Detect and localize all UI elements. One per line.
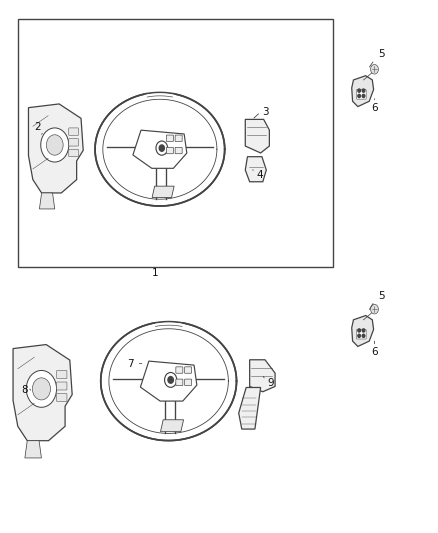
FancyBboxPatch shape: [57, 393, 67, 401]
Circle shape: [358, 329, 360, 332]
Polygon shape: [239, 387, 261, 429]
Polygon shape: [152, 186, 174, 198]
Bar: [18, 19, 333, 266]
Text: 6: 6: [371, 103, 378, 112]
Polygon shape: [250, 360, 275, 392]
Text: 9: 9: [267, 378, 274, 387]
Circle shape: [46, 135, 63, 155]
Circle shape: [358, 334, 360, 337]
FancyBboxPatch shape: [57, 382, 67, 390]
Text: 5: 5: [378, 50, 385, 59]
FancyBboxPatch shape: [184, 367, 191, 373]
Polygon shape: [13, 344, 72, 441]
FancyBboxPatch shape: [176, 367, 183, 373]
Text: 4: 4: [256, 170, 263, 180]
FancyBboxPatch shape: [166, 147, 173, 154]
Circle shape: [362, 334, 365, 337]
Circle shape: [159, 145, 164, 151]
Circle shape: [362, 94, 365, 98]
FancyBboxPatch shape: [176, 379, 183, 385]
FancyBboxPatch shape: [57, 370, 67, 378]
Circle shape: [32, 378, 50, 400]
Circle shape: [371, 64, 378, 74]
Circle shape: [358, 94, 360, 98]
Polygon shape: [352, 76, 374, 107]
Polygon shape: [133, 130, 187, 168]
FancyBboxPatch shape: [175, 147, 182, 154]
Polygon shape: [25, 441, 42, 458]
Circle shape: [358, 89, 360, 92]
Polygon shape: [245, 119, 269, 153]
Text: 8: 8: [21, 385, 28, 395]
Circle shape: [371, 304, 378, 314]
Polygon shape: [39, 193, 55, 209]
Circle shape: [165, 373, 177, 387]
Polygon shape: [141, 361, 197, 401]
Circle shape: [362, 89, 365, 92]
Polygon shape: [28, 104, 83, 193]
Polygon shape: [352, 316, 374, 346]
Circle shape: [26, 370, 57, 407]
FancyBboxPatch shape: [357, 329, 366, 339]
Text: 6: 6: [371, 347, 378, 357]
FancyBboxPatch shape: [69, 139, 78, 146]
Circle shape: [41, 128, 69, 162]
FancyBboxPatch shape: [184, 379, 191, 385]
FancyBboxPatch shape: [175, 135, 182, 141]
Circle shape: [168, 377, 173, 383]
Text: 5: 5: [378, 291, 385, 301]
FancyBboxPatch shape: [69, 149, 78, 157]
FancyBboxPatch shape: [357, 90, 366, 99]
Circle shape: [362, 329, 365, 332]
FancyBboxPatch shape: [69, 128, 78, 135]
FancyBboxPatch shape: [166, 135, 173, 141]
Text: 3: 3: [261, 107, 268, 117]
Text: 7: 7: [127, 359, 134, 368]
Polygon shape: [160, 420, 184, 432]
Text: 1: 1: [152, 268, 159, 278]
Polygon shape: [245, 157, 266, 182]
Text: 2: 2: [34, 122, 41, 132]
Circle shape: [156, 141, 168, 155]
